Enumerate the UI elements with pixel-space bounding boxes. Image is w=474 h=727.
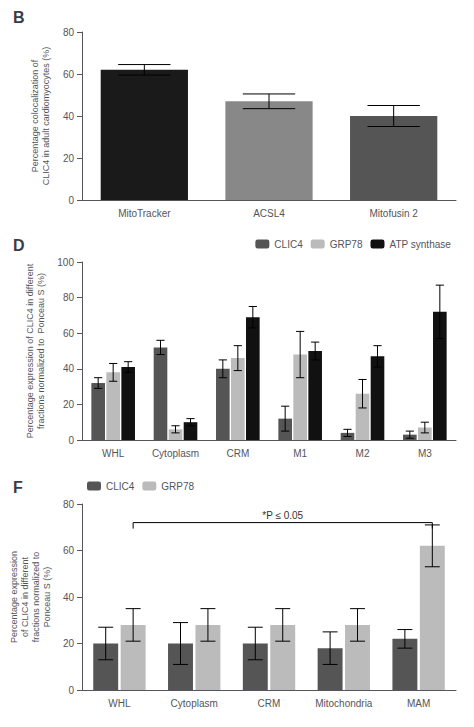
svg-text:B: B — [13, 9, 25, 26]
svg-text:WHL: WHL — [108, 698, 131, 709]
svg-text:20: 20 — [63, 153, 75, 164]
svg-text:Ponceau S (%): Ponceau S (%) — [42, 567, 52, 628]
svg-text:Cytoplasm: Cytoplasm — [171, 698, 218, 709]
svg-text:60: 60 — [63, 545, 75, 556]
svg-text:M2: M2 — [356, 448, 370, 459]
svg-text:Cytoplasm: Cytoplasm — [152, 448, 199, 459]
svg-text:MitoTracker: MitoTracker — [118, 208, 171, 219]
svg-text:MAM: MAM — [407, 698, 430, 709]
svg-text:0: 0 — [68, 435, 74, 446]
svg-text:60: 60 — [63, 328, 75, 339]
svg-text:*P ≤ 0.05: *P ≤ 0.05 — [262, 510, 303, 521]
svg-text:CRM: CRM — [258, 698, 281, 709]
svg-text:CLIC4: CLIC4 — [106, 481, 135, 492]
svg-text:M3: M3 — [418, 448, 432, 459]
svg-text:F: F — [13, 479, 23, 496]
svg-text:80: 80 — [63, 27, 75, 38]
svg-text:GRP78: GRP78 — [330, 239, 363, 250]
svg-text:GRP78: GRP78 — [161, 481, 194, 492]
svg-text:Mitofusin 2: Mitofusin 2 — [369, 208, 418, 219]
svg-text:Percentage colocalization of: Percentage colocalization of — [30, 59, 40, 172]
svg-text:ACSL4: ACSL4 — [253, 208, 285, 219]
svg-text:20: 20 — [63, 399, 75, 410]
svg-text:60: 60 — [63, 69, 75, 80]
svg-text:ATP synthase: ATP synthase — [389, 239, 451, 250]
svg-text:80: 80 — [63, 292, 75, 303]
svg-text:fractions normalized to: fractions normalized to — [31, 552, 41, 643]
svg-text:40: 40 — [63, 592, 75, 603]
svg-text:40: 40 — [63, 111, 75, 122]
svg-text:Percentage expression of CLIC4: Percentage expression of CLIC4 in differ… — [25, 263, 35, 438]
svg-text:100: 100 — [57, 257, 74, 268]
svg-text:80: 80 — [63, 499, 75, 510]
svg-text:of CLIC4 in different: of CLIC4 in different — [20, 557, 30, 637]
svg-text:0: 0 — [68, 195, 74, 206]
svg-text:fractions normalized to Ponce: fractions normalized to Ponceau S (%) — [36, 273, 46, 429]
svg-text:40: 40 — [63, 363, 75, 374]
svg-text:CLIC4 in adult cardiomyocytes: CLIC4 in adult cardiomyocytes (%) — [41, 47, 51, 186]
svg-text:Percentage expression: Percentage expression — [9, 551, 19, 643]
svg-text:CRM: CRM — [226, 448, 249, 459]
svg-text:20: 20 — [63, 638, 75, 649]
svg-text:M1: M1 — [293, 448, 307, 459]
svg-text:Mitochondria: Mitochondria — [315, 698, 373, 709]
svg-text:0: 0 — [68, 685, 74, 696]
svg-text:CLIC4: CLIC4 — [274, 239, 303, 250]
svg-text:WHL: WHL — [102, 448, 125, 459]
svg-text:D: D — [13, 237, 25, 254]
